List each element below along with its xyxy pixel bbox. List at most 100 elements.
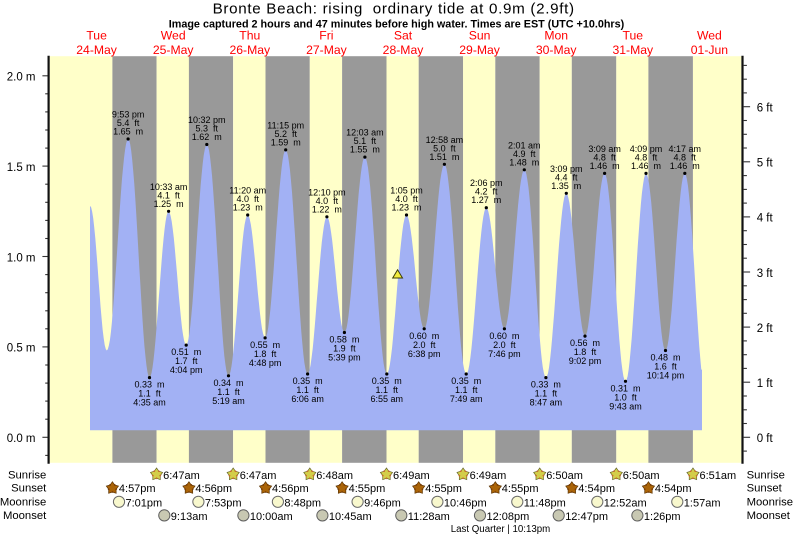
svg-text:2.0 ft: 2.0 ft (413, 340, 436, 350)
svg-text:0.58 m: 0.58 m (329, 335, 359, 345)
svg-text:6 ft: 6 ft (757, 103, 774, 115)
svg-text:4:48 pm: 4:48 pm (249, 358, 282, 368)
svg-text:4.1 ft: 4.1 ft (157, 190, 180, 200)
svg-text:Thu: Thu (239, 29, 260, 43)
svg-text:6:06 am: 6:06 am (291, 394, 324, 404)
svg-text:1.0 m: 1.0 m (7, 252, 36, 264)
svg-text:1.5 m: 1.5 m (7, 162, 36, 174)
svg-text:1.23 m: 1.23 m (391, 203, 421, 213)
svg-text:27-May: 27-May (306, 43, 348, 57)
svg-text:4:55pm: 4:55pm (425, 483, 462, 495)
svg-text:1.27 m: 1.27 m (471, 195, 501, 205)
svg-text:8:48pm: 8:48pm (284, 498, 321, 510)
svg-text:Sunrise: Sunrise (8, 469, 46, 481)
svg-text:9:46pm: 9:46pm (364, 498, 401, 510)
svg-text:12:47pm: 12:47pm (565, 511, 608, 523)
svg-text:1.59 m: 1.59 m (271, 137, 301, 147)
svg-text:1.55 m: 1.55 m (350, 145, 380, 155)
svg-text:10:46pm: 10:46pm (444, 498, 487, 510)
svg-text:4.2 ft: 4.2 ft (475, 187, 498, 197)
svg-text:11:20 am: 11:20 am (229, 186, 266, 196)
svg-text:01-Jun: 01-Jun (691, 43, 728, 57)
svg-text:11:48pm: 11:48pm (524, 498, 566, 510)
svg-text:1:57am: 1:57am (684, 498, 721, 510)
svg-text:1.1 ft: 1.1 ft (535, 389, 558, 399)
svg-text:5.1 ft: 5.1 ft (354, 136, 377, 146)
svg-text:1.25 m: 1.25 m (154, 199, 184, 209)
svg-text:6:50am: 6:50am (623, 470, 660, 482)
svg-text:0.60 m: 0.60 m (489, 331, 519, 341)
svg-text:3:09 am: 3:09 am (588, 144, 621, 154)
svg-text:4:55pm: 4:55pm (502, 483, 539, 495)
svg-text:29-May: 29-May (459, 43, 501, 57)
svg-text:0.48 m: 0.48 m (650, 353, 680, 363)
svg-text:6:47am: 6:47am (240, 470, 277, 482)
svg-text:7:46 pm: 7:46 pm (488, 349, 521, 359)
svg-text:12:08pm: 12:08pm (487, 511, 530, 523)
svg-text:1.1 ft: 1.1 ft (217, 387, 240, 397)
svg-text:1.7 ft: 1.7 ft (175, 356, 198, 366)
svg-text:Sunrise: Sunrise (747, 469, 785, 481)
svg-text:1.46 m: 1.46 m (670, 161, 700, 171)
svg-text:5.4 ft: 5.4 ft (117, 118, 140, 128)
svg-text:2:06 pm: 2:06 pm (470, 178, 503, 188)
svg-text:1:26pm: 1:26pm (644, 511, 681, 523)
svg-text:24-May: 24-May (76, 43, 118, 57)
svg-text:10:14 pm: 10:14 pm (647, 371, 685, 381)
svg-text:Sat: Sat (394, 29, 413, 43)
svg-text:4:54pm: 4:54pm (578, 483, 615, 495)
svg-text:1.0 ft: 1.0 ft (614, 392, 637, 402)
svg-text:6:50am: 6:50am (546, 470, 583, 482)
svg-text:4:55pm: 4:55pm (349, 483, 386, 495)
svg-text:1.35 m: 1.35 m (551, 181, 581, 191)
svg-text:1.9 ft: 1.9 ft (333, 344, 356, 354)
svg-text:1.23 m: 1.23 m (233, 203, 263, 213)
svg-text:7:49 am: 7:49 am (450, 394, 483, 404)
svg-text:4.8 ft: 4.8 ft (593, 152, 616, 162)
svg-text:1.8 ft: 1.8 ft (574, 347, 597, 357)
svg-text:4.4 ft: 4.4 ft (555, 172, 578, 182)
svg-text:4:35 am: 4:35 am (133, 398, 166, 408)
svg-text:Bronte Beach: rising ordinary: Bronte Beach: rising ordinary tide at 0.… (213, 0, 575, 17)
svg-text:10:00am: 10:00am (250, 511, 293, 523)
svg-text:12:58 am: 12:58 am (426, 135, 464, 145)
svg-text:1 ft: 1 ft (757, 378, 774, 390)
svg-text:5:39 pm: 5:39 pm (328, 353, 361, 363)
svg-text:2.0 m: 2.0 m (7, 72, 36, 84)
svg-text:12:03 am: 12:03 am (346, 128, 384, 138)
svg-text:1.65 m: 1.65 m (113, 127, 143, 137)
svg-text:Sun: Sun (469, 29, 491, 43)
svg-text:0.56 m: 0.56 m (570, 338, 600, 348)
svg-text:0.55 m: 0.55 m (250, 340, 280, 350)
svg-text:12:52am: 12:52am (604, 498, 647, 510)
svg-text:2 ft: 2 ft (757, 323, 774, 335)
svg-text:4.8 ft: 4.8 ft (674, 152, 697, 162)
svg-text:4:09 pm: 4:09 pm (630, 144, 663, 154)
svg-text:4.0 ft: 4.0 ft (236, 194, 259, 204)
svg-text:1.8 ft: 1.8 ft (254, 349, 277, 359)
svg-text:7:01pm: 7:01pm (126, 498, 163, 510)
svg-text:4 ft: 4 ft (757, 213, 774, 225)
svg-text:0.31 m: 0.31 m (610, 383, 640, 393)
svg-text:0.0 m: 0.0 m (7, 433, 36, 445)
svg-text:4.0 ft: 4.0 ft (395, 194, 418, 204)
svg-text:1.46 m: 1.46 m (590, 161, 620, 171)
svg-text:9:13am: 9:13am (171, 511, 208, 523)
svg-text:6:51am: 6:51am (700, 470, 737, 482)
svg-text:5:19 am: 5:19 am (212, 396, 245, 406)
svg-text:9:02 pm: 9:02 pm (569, 356, 602, 366)
svg-text:1.51 m: 1.51 m (429, 152, 459, 162)
svg-text:10:32 pm: 10:32 pm (188, 115, 226, 125)
svg-text:3:09 pm: 3:09 pm (550, 164, 583, 174)
svg-text:30-May: 30-May (536, 43, 578, 57)
svg-text:0.35 m: 0.35 m (451, 376, 481, 386)
svg-text:12:10 pm: 12:10 pm (308, 187, 346, 197)
svg-text:4.0 ft: 4.0 ft (316, 196, 339, 206)
svg-text:4:54pm: 4:54pm (655, 483, 692, 495)
svg-text:Moonrise: Moonrise (0, 496, 46, 508)
svg-text:10:45am: 10:45am (329, 511, 372, 523)
svg-text:28-May: 28-May (383, 43, 425, 57)
svg-text:6:49am: 6:49am (470, 470, 507, 482)
svg-text:3 ft: 3 ft (757, 268, 774, 280)
svg-text:1.22 m: 1.22 m (312, 204, 342, 214)
